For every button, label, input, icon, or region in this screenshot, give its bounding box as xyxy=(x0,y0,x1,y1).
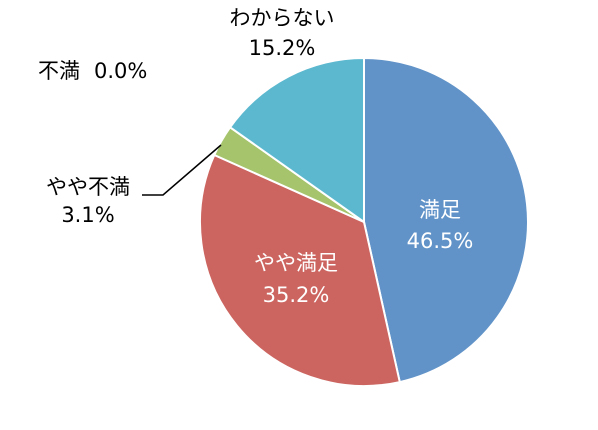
slice-value-yaya-manzoku: 35.2% xyxy=(263,283,330,307)
pie-slice-manzoku xyxy=(363,57,529,384)
slice-value-yaya-fuman: 3.1% xyxy=(61,203,114,227)
leader-line-yaya-fuman xyxy=(142,144,222,196)
slice-label-wakaranai: わからない xyxy=(230,6,335,30)
pie-slice-wakaranai xyxy=(229,57,365,223)
slice-value-manzoku: 46.5% xyxy=(407,229,474,253)
pie-slices xyxy=(199,57,529,387)
slice-value-wakaranai: 15.2% xyxy=(249,36,316,60)
slice-label-yaya-manzoku: やや満足 xyxy=(254,251,338,275)
slice-label-manzoku: 満足 xyxy=(419,198,461,222)
slice-label-yaya-fuman: やや不満 xyxy=(46,175,130,199)
slice-label-fuman: 不満 xyxy=(38,59,80,83)
slice-value-fuman: 0.0% xyxy=(94,59,147,83)
pie-slice-yaya-manzoku xyxy=(199,153,401,387)
